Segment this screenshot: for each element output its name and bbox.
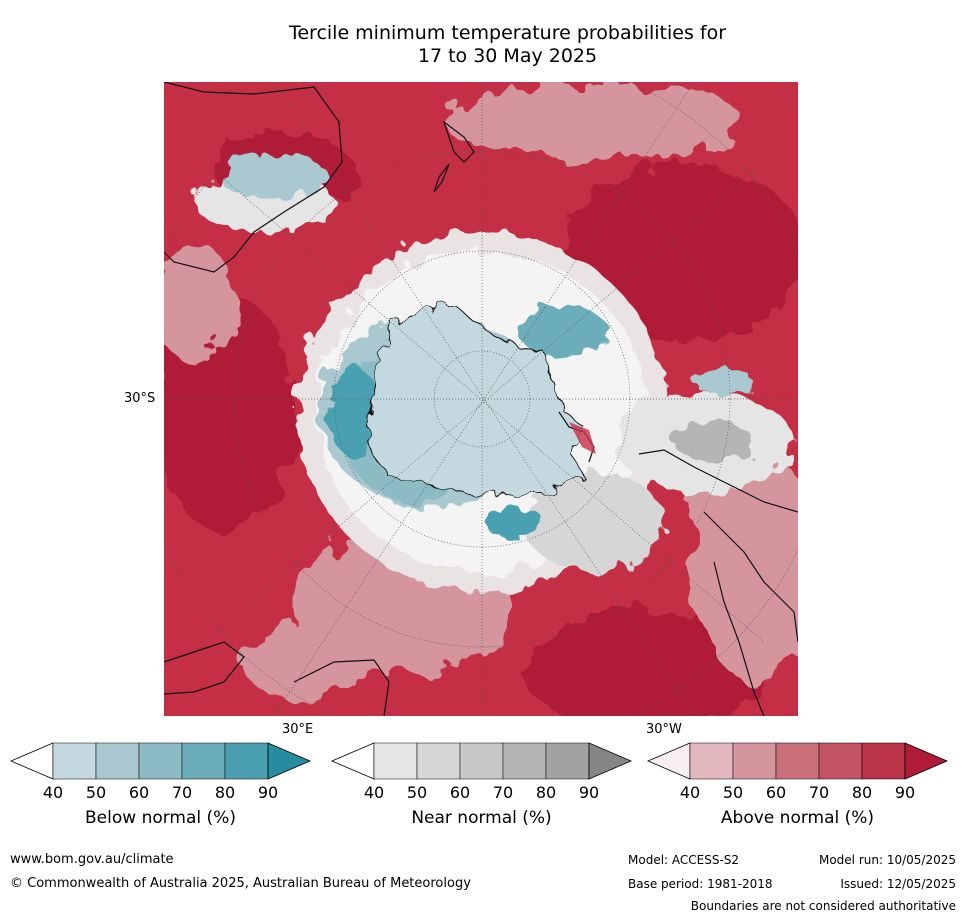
above-colorbar-segment (861, 742, 906, 780)
above-tick-label: 70 (808, 783, 830, 802)
below-colorbar-segment (95, 742, 140, 780)
title-line-1: Tercile minimum temperature probabilitie… (288, 22, 727, 44)
below-tick-label: 60 (128, 783, 150, 802)
disclaimer-text: Boundaries are not considered authoritat… (690, 899, 956, 913)
below-colorbar-segment (224, 742, 269, 780)
near-colorbar-segment (459, 742, 504, 780)
near-tick-label: 90 (578, 783, 600, 802)
near-colorbar-segment (416, 742, 461, 780)
model-run-text: Model run: 10/05/2025 (818, 853, 956, 867)
below-colorbar-high-arrow (267, 742, 311, 780)
above-legend-title: Above normal (%) (720, 808, 875, 828)
below-colorbar-low-arrow (10, 742, 54, 780)
below-tick-label: 90 (257, 783, 279, 802)
red-patch-ross (569, 422, 596, 454)
near-colorbar-low-arrow (331, 742, 375, 780)
near-tick-label: 40 (363, 783, 385, 802)
below-colorbar-segment (181, 742, 226, 780)
antarctica-landmass (368, 303, 585, 498)
below-tick-label: 40 (42, 783, 64, 802)
near-colorbar-segment (545, 742, 590, 780)
above-colorbar-segment (732, 742, 777, 780)
longitude-label-west: 30°W (646, 722, 682, 737)
copyright-text: © Commonwealth of Australia 2025, Austra… (10, 876, 471, 891)
issued-text: Issued: 12/05/2025 (840, 877, 956, 891)
model-text: Model: ACCESS-S2 (628, 853, 740, 867)
latitude-label: 30°S (124, 391, 156, 406)
map-svg (164, 82, 798, 716)
below-colorbar-segment (52, 742, 97, 780)
south-america-coast (638, 449, 798, 716)
above-tick-label: 90 (894, 783, 916, 802)
africa-coast (164, 641, 390, 716)
above-colorbar-segment (689, 742, 734, 780)
below-tick-label: 50 (85, 783, 107, 802)
above-tick-label: 50 (722, 783, 744, 802)
base-period-text: Base period: 1981-2018 (628, 877, 773, 891)
near-legend-title: Near normal (%) (411, 808, 552, 828)
near-colorbar-segment (502, 742, 547, 780)
near-tick-label: 60 (449, 783, 471, 802)
below-legend-title: Below normal (%) (85, 808, 236, 828)
longitude-label-east: 30°E (282, 722, 314, 737)
new-zealand-coast (433, 120, 475, 193)
near-colorbar-segment (373, 742, 418, 780)
below-tick-label: 70 (171, 783, 193, 802)
graticule (164, 82, 798, 716)
near-tick-label: 70 (492, 783, 514, 802)
title-line-2: 17 to 30 May 2025 (417, 45, 598, 67)
below-tick-label: 80 (214, 783, 236, 802)
above-tick-label: 80 (851, 783, 873, 802)
map-title: Tercile minimum temperature probabilitie… (160, 22, 855, 68)
above-colorbar-high-arrow (904, 742, 948, 780)
australia-coast (164, 82, 343, 273)
website-text: www.bom.gov.au/climate (10, 852, 174, 867)
near-colorbar-high-arrow (588, 742, 632, 780)
above-colorbar-segment (775, 742, 820, 780)
above-colorbar-segment (818, 742, 863, 780)
below-colorbar (10, 742, 311, 780)
below-colorbar-segment (138, 742, 183, 780)
near-colorbar (331, 742, 632, 780)
above-tick-label: 60 (765, 783, 787, 802)
near-tick-label: 80 (535, 783, 557, 802)
above-tick-label: 40 (679, 783, 701, 802)
near-tick-label: 50 (406, 783, 428, 802)
above-colorbar-low-arrow (647, 742, 691, 780)
probability-map (164, 82, 798, 716)
above-colorbar (647, 742, 948, 780)
